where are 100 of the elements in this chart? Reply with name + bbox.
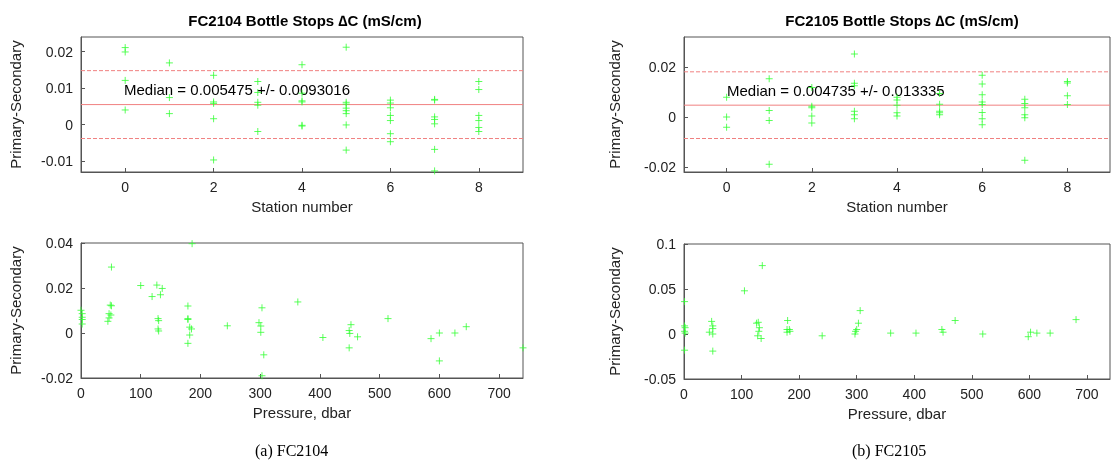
point xyxy=(386,116,395,125)
point xyxy=(256,328,265,337)
point xyxy=(856,306,865,315)
point xyxy=(854,319,863,328)
point xyxy=(757,334,766,343)
point xyxy=(1063,100,1072,109)
point xyxy=(680,346,689,355)
y-tick-label: 0.02 xyxy=(45,280,74,296)
y-tick-label: 0 xyxy=(65,325,74,341)
point xyxy=(107,263,116,272)
point xyxy=(136,281,145,290)
point xyxy=(353,332,362,341)
y-tick-label: 0 xyxy=(668,109,677,125)
point xyxy=(722,123,731,132)
y-tick-label: 0.02 xyxy=(648,59,677,75)
point xyxy=(259,350,268,359)
point xyxy=(978,120,987,129)
point xyxy=(680,297,689,306)
y-tick-label: -0.01 xyxy=(41,153,74,170)
point xyxy=(1046,329,1055,338)
point xyxy=(765,106,774,115)
point xyxy=(185,331,194,340)
ref-line-label: Median = 0.005475 +/- 0.0093016 xyxy=(124,81,351,99)
point xyxy=(209,155,218,164)
x-tick-label: 2 xyxy=(209,179,218,195)
point xyxy=(386,103,395,112)
y-tick-label: -0.02 xyxy=(41,370,74,386)
point xyxy=(755,323,764,332)
point xyxy=(978,80,987,88)
y-tick-label: 0 xyxy=(65,116,74,133)
x-tick-label: 0 xyxy=(680,386,689,402)
x-tick-label: 400 xyxy=(308,385,332,401)
point xyxy=(386,129,395,138)
point xyxy=(850,50,859,58)
y-tick-label: 0.01 xyxy=(45,80,74,97)
point xyxy=(342,120,351,129)
point xyxy=(951,316,960,325)
point xyxy=(1020,156,1029,165)
point xyxy=(188,239,197,248)
point xyxy=(740,286,749,295)
point xyxy=(807,112,816,120)
x-tick-label: 600 xyxy=(427,385,452,401)
point xyxy=(223,321,232,330)
point xyxy=(474,127,483,136)
point xyxy=(937,325,946,334)
point xyxy=(209,114,218,123)
point xyxy=(1032,329,1041,338)
point xyxy=(430,119,439,128)
point xyxy=(345,343,354,352)
point xyxy=(978,98,987,106)
point xyxy=(1020,103,1029,112)
y-tick-label: -0.05 xyxy=(644,371,677,387)
point xyxy=(893,101,901,110)
point xyxy=(165,109,174,118)
point xyxy=(474,116,483,125)
y-tick-label: 0.02 xyxy=(45,43,74,60)
point xyxy=(474,85,483,94)
y-tick-label: 0.1 xyxy=(656,236,677,252)
point xyxy=(850,114,859,123)
point xyxy=(939,328,948,337)
x-tick-label: 4 xyxy=(893,179,902,195)
point xyxy=(430,166,439,175)
x-tick-label: 0 xyxy=(722,179,731,195)
y-axis-title: Primary-Secondary xyxy=(606,39,623,169)
point xyxy=(346,320,355,329)
x-axis-title: Pressure, dbar xyxy=(252,403,352,421)
point xyxy=(1072,315,1081,324)
point xyxy=(256,322,265,331)
point xyxy=(209,71,218,80)
point xyxy=(156,290,165,299)
x-tick-label: 200 xyxy=(188,385,213,401)
point xyxy=(978,330,987,338)
ref-line-label: Median = 0.004735 +/- 0.013335 xyxy=(727,81,945,99)
point xyxy=(121,47,130,56)
point xyxy=(912,329,920,338)
y-axis-title: Primary-Secondary xyxy=(7,39,24,169)
point xyxy=(384,314,393,323)
text: (b) FC2105 xyxy=(852,441,927,460)
point xyxy=(386,137,395,146)
point xyxy=(103,317,112,326)
x-tick-label: 100 xyxy=(129,385,153,401)
y-tick-label: 0.05 xyxy=(648,281,677,297)
point xyxy=(765,74,774,83)
point xyxy=(519,343,527,352)
point xyxy=(435,356,444,365)
point xyxy=(474,77,483,86)
chart-title: FC2104 Bottle Stops ∆C (mS/cm) xyxy=(188,12,422,29)
point xyxy=(427,334,436,343)
y-tick-label: 0 xyxy=(668,326,677,342)
point xyxy=(435,329,444,337)
x-tick-label: 400 xyxy=(902,386,927,402)
x-tick-label: 100 xyxy=(729,386,754,402)
x-tick-label: 2 xyxy=(807,179,816,195)
point xyxy=(1024,332,1033,341)
y-axis-title: Primary-Secondary xyxy=(7,245,24,375)
x-tick-label: 8 xyxy=(474,179,483,195)
x-tick-label: 0 xyxy=(77,385,86,401)
point xyxy=(765,160,774,169)
x-axis-title: Station number xyxy=(846,197,948,215)
point xyxy=(165,58,174,67)
